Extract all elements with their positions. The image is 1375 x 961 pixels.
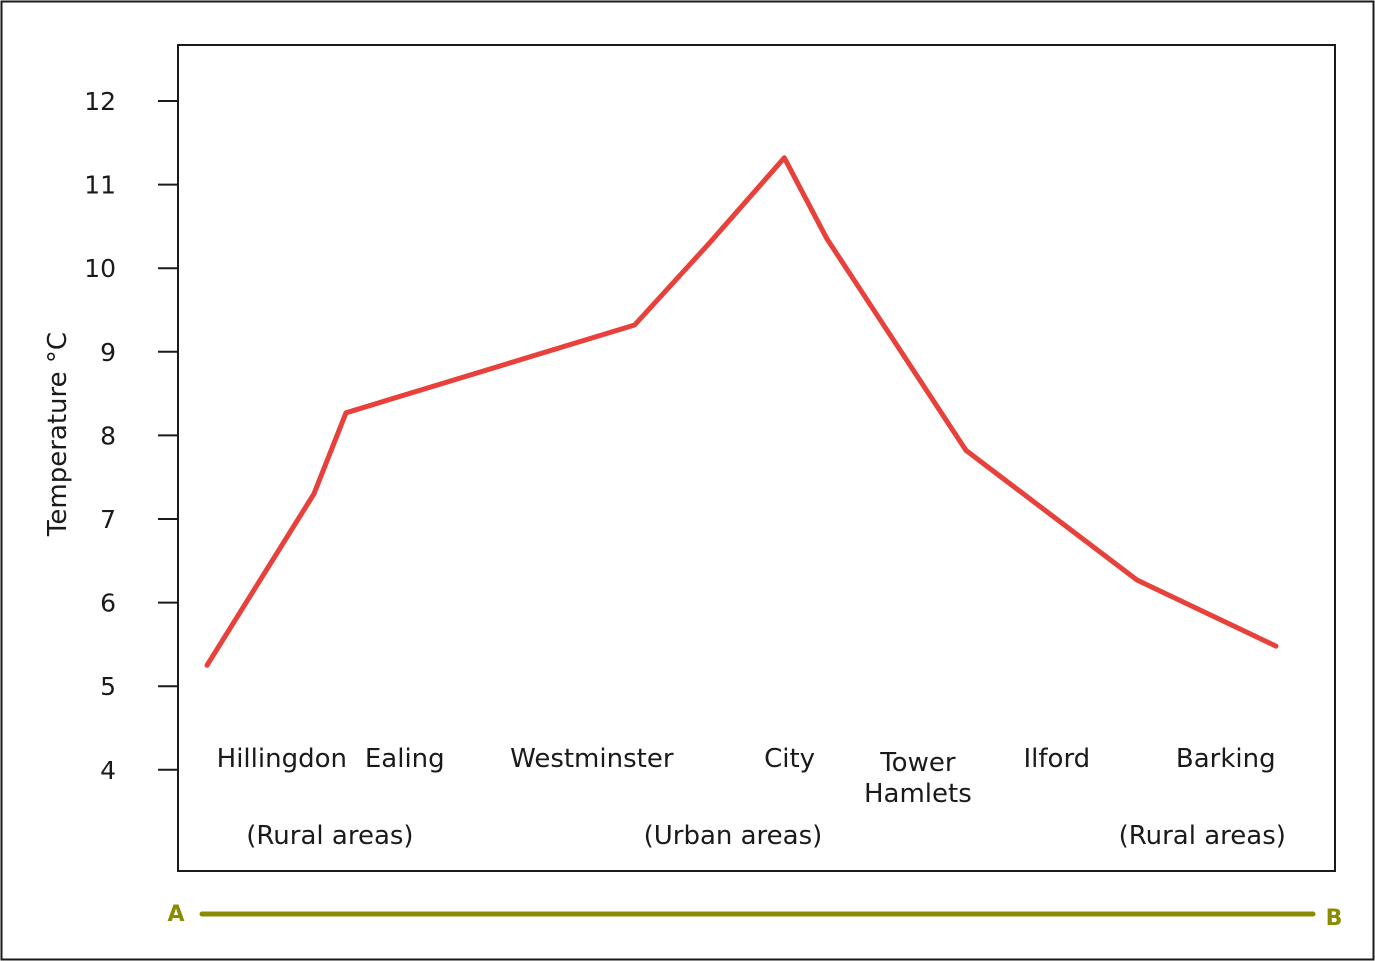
place-label: Barking [1176,744,1276,774]
temperature-series-line [204,155,1279,668]
y-tick-label: 11 [84,171,116,200]
y-tick-label: 7 [100,505,116,534]
place-label: Ealing [365,744,445,774]
plot-frame [177,44,1336,872]
y-tick-label: 12 [84,87,116,116]
y-axis: 4 5 6 7 8 9 10 11 12 [84,87,178,785]
area-label: (Urban areas) [644,821,823,851]
place-label: City [764,744,815,774]
y-tick-label: 8 [100,421,116,450]
transect-end-label: B [1326,906,1343,931]
y-tick-label: 4 [100,756,116,785]
transect: A B [167,902,1342,931]
area-labels: (Rural areas) (Urban areas) (Rural areas) [246,821,1286,851]
y-tick-label: 6 [100,589,116,618]
plot-area [204,155,1279,668]
area-label: (Rural areas) [246,821,413,851]
transect-start-label: A [167,902,184,927]
y-tick-label: 5 [100,672,116,701]
place-label: Tower Hamlets [864,748,972,809]
place-label: Ilford [1024,744,1091,774]
area-label: (Rural areas) [1119,821,1286,851]
place-label: Hillingdon [217,744,347,774]
place-label: Westminster [510,744,674,774]
y-axis-label: Temperature °C [43,332,73,537]
y-tick-label: 9 [100,338,116,367]
place-labels: Hillingdon Ealing Westminster City Tower Haml… [217,744,1276,809]
y-tick-label: 10 [84,254,116,283]
